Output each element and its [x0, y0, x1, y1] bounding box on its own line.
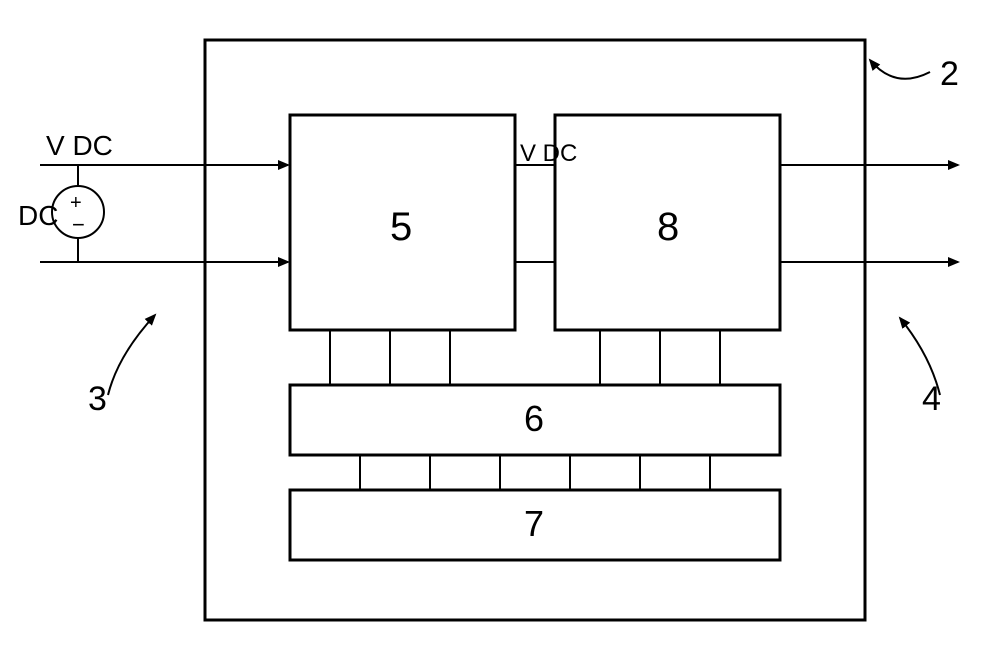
box5-label: 5: [390, 205, 412, 250]
diagram-svg: [0, 0, 1000, 648]
callout-3: 3: [88, 380, 107, 419]
callout-curve-3: [108, 315, 155, 395]
label-dc: DC: [18, 200, 58, 232]
label-vdc-mid: V DC: [520, 140, 577, 168]
box6-label: 6: [524, 398, 544, 440]
box7-label: 7: [524, 503, 544, 545]
callout-curve-2: [870, 60, 930, 79]
box8-label: 8: [657, 205, 679, 250]
diagram-canvas: V DC V DC DC + − 5 8 6 7 2 3 4: [0, 0, 1000, 648]
label-vdc-left: V DC: [46, 130, 113, 162]
dc-minus: −: [72, 212, 85, 238]
callout-2: 2: [940, 55, 959, 94]
callout-4: 4: [922, 380, 941, 419]
